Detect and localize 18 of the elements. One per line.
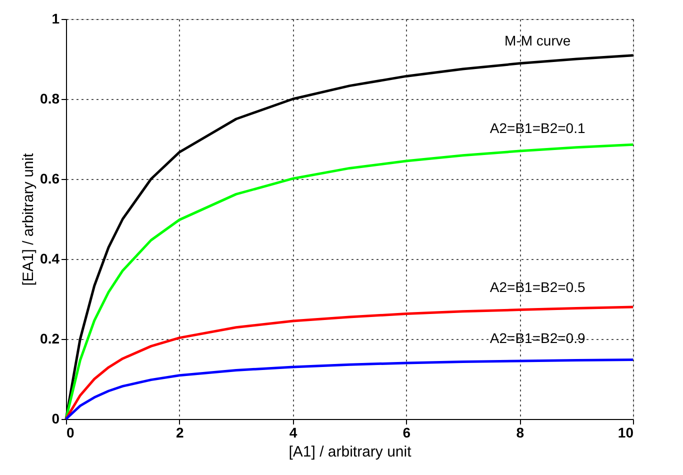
x-tick-label: 2	[176, 424, 184, 440]
y-tick-label: 0.8	[40, 90, 60, 106]
series-label: M-M curve	[504, 32, 571, 48]
y-tick-label: 0.4	[40, 250, 60, 266]
y-axis-title: [EA1] / arbitrary unit	[20, 152, 38, 286]
x-tick-label: 10	[618, 424, 634, 440]
series-label: A2=B1=B2=0.9	[490, 330, 586, 346]
series-label: A2=B1=B2=0.5	[490, 278, 586, 295]
series-label: A2=B1=B2=0.1	[490, 120, 586, 136]
x-axis-title: [A1] / arbitrary unit	[288, 444, 412, 460]
x-tick-label: 6	[402, 424, 411, 440]
x-tick-label: 8	[516, 424, 524, 440]
x-tick-label: 4	[289, 424, 298, 440]
x-tick-label: 0	[66, 424, 74, 440]
y-tick-label: 1	[52, 10, 60, 26]
y-tick-label: 0	[52, 410, 60, 426]
y-tick-label: 0.6	[40, 170, 60, 186]
y-tick-label: 0.2	[40, 330, 60, 346]
